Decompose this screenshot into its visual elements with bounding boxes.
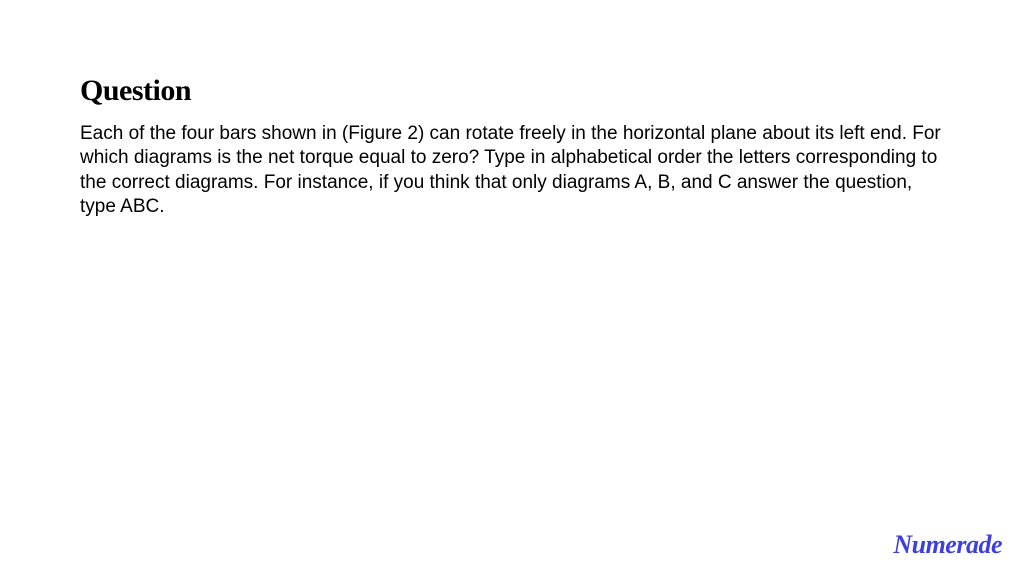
question-content: Question Each of the four bars shown in … (0, 0, 1024, 219)
question-heading: Question (80, 74, 944, 108)
question-body: Each of the four bars shown in (Figure 2… (80, 122, 944, 219)
numerade-logo: Numerade (893, 530, 1002, 560)
